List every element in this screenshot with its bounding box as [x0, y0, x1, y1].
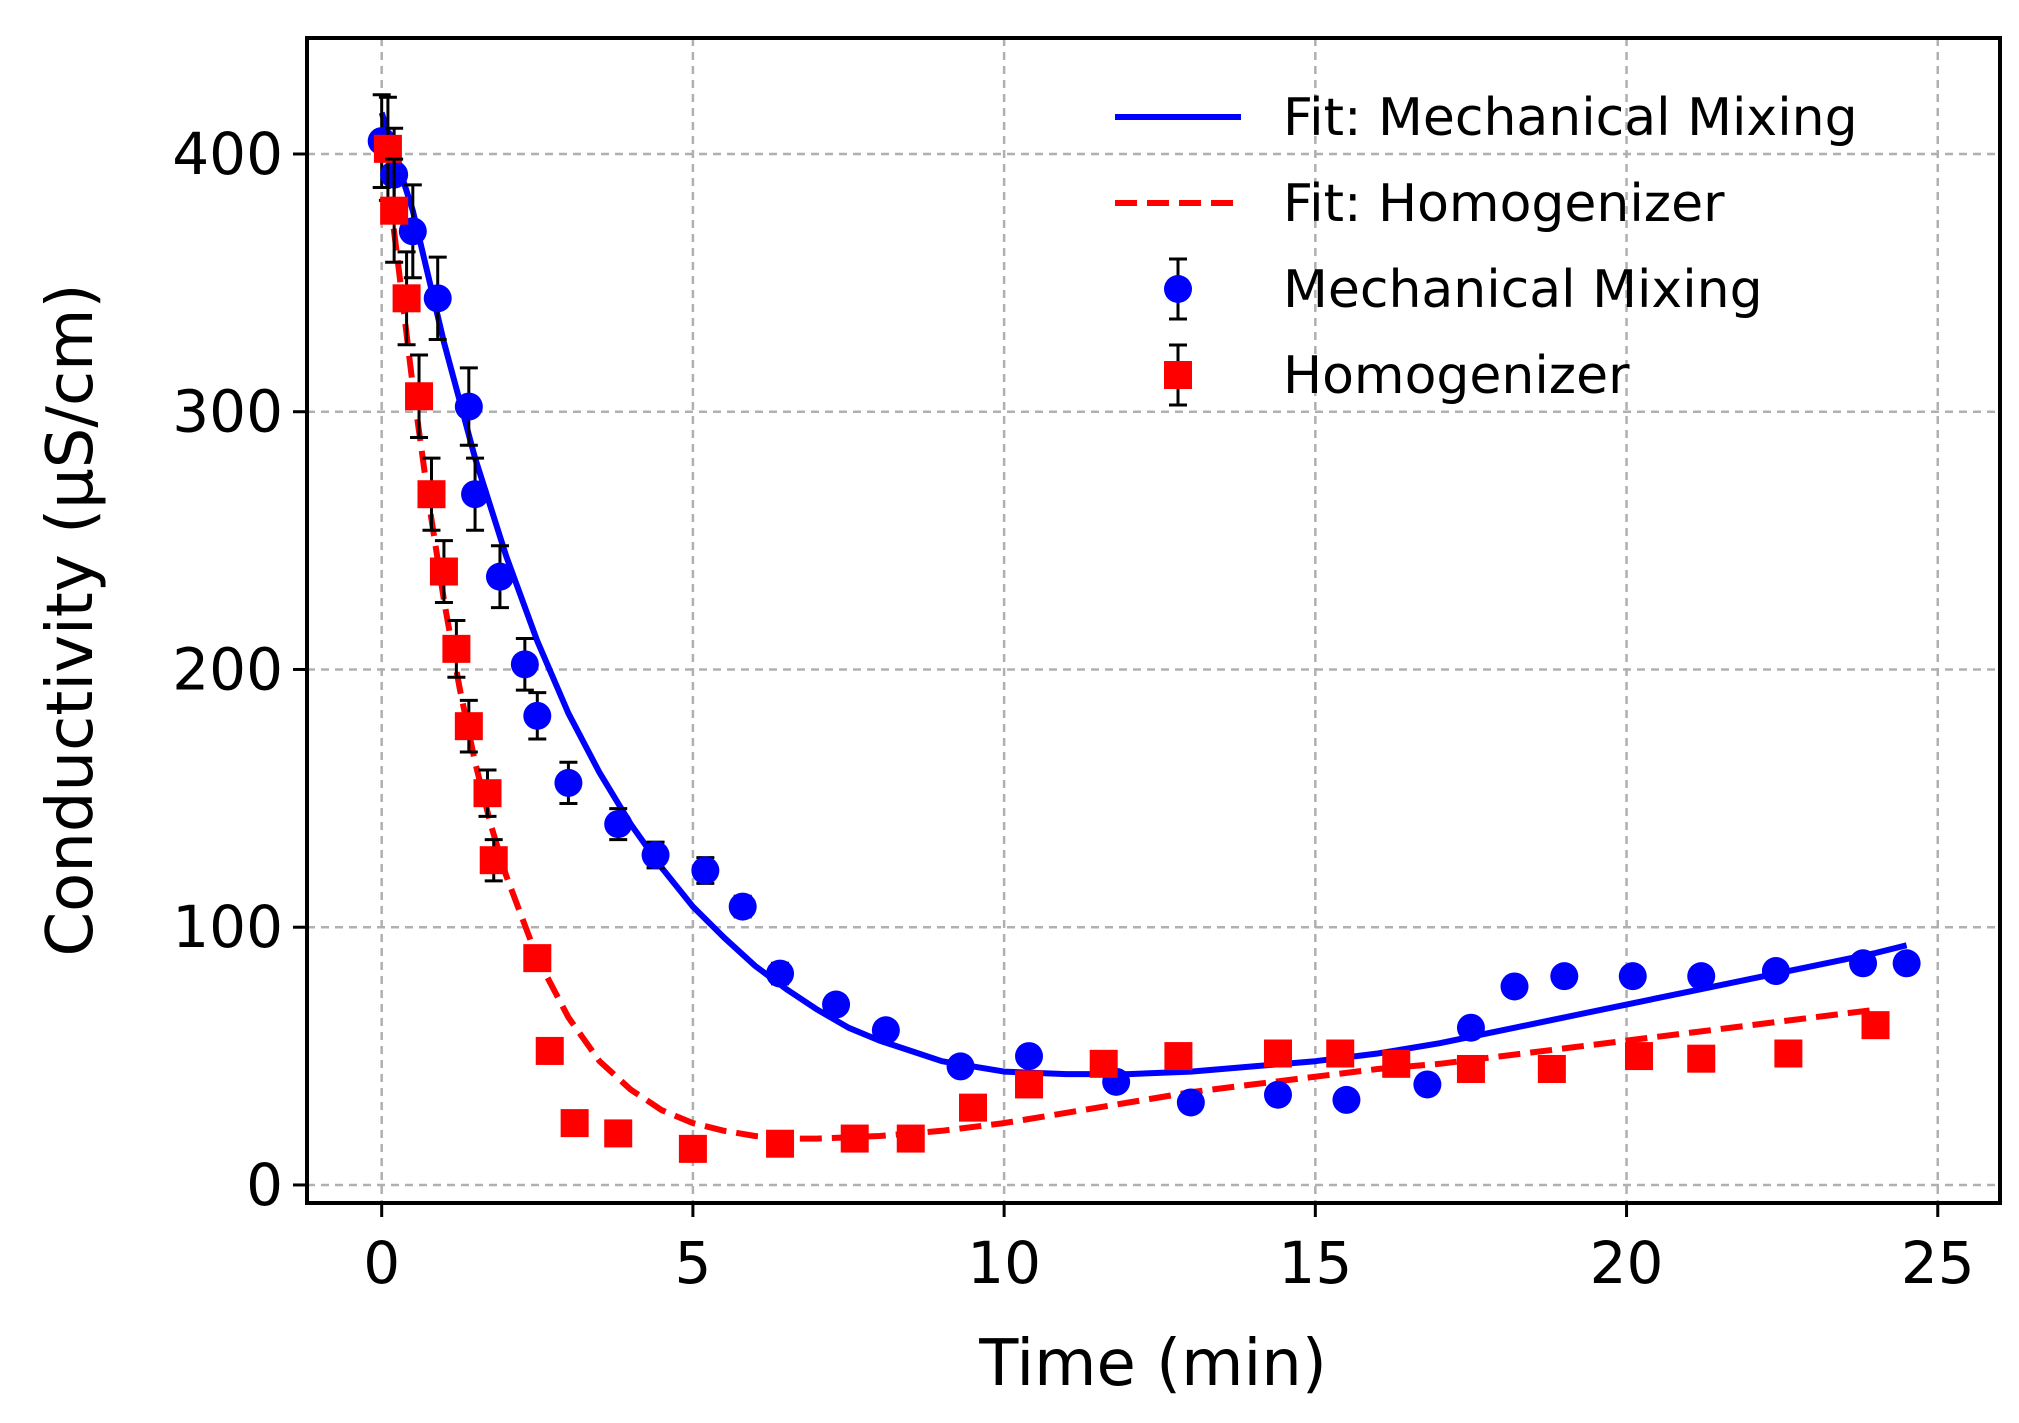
mechanical-mixing-point [871, 1016, 900, 1045]
mechanical-mixing-point [1687, 962, 1716, 991]
homogenizer-point [1456, 1054, 1485, 1083]
x-tick-label: 5 [674, 1229, 711, 1297]
mechanical-mixing-point [1332, 1085, 1361, 1114]
homogenizer-point [678, 1134, 707, 1163]
mechanical-mixing-point [946, 1052, 975, 1081]
grid [307, 38, 2000, 1203]
homogenizer-point [1326, 1039, 1355, 1068]
homogenizer-point [523, 944, 552, 973]
homogenizer-point [560, 1109, 589, 1138]
homogenizer-point [1687, 1044, 1716, 1073]
x-tick-label: 25 [1901, 1229, 1975, 1297]
legend-mechanical-mixing-marker [1164, 275, 1192, 303]
x-tick-label: 0 [363, 1229, 400, 1297]
homogenizer-point [896, 1124, 925, 1153]
homogenizer-point [1861, 1011, 1890, 1040]
mechanical-mixing-point [1849, 949, 1878, 978]
homogenizer-point [392, 284, 421, 313]
homogenizer-point [1263, 1039, 1292, 1068]
homogenizer-point [1537, 1054, 1566, 1083]
homogenizer-point [454, 712, 483, 741]
fit-line-fit-homogenizer [378, 133, 1876, 1142]
homogenizer-point [380, 196, 409, 225]
mechanical-mixing-point [423, 284, 452, 313]
y-tick-label: 0 [246, 1151, 283, 1219]
mechanical-mixing-point [523, 701, 552, 730]
y-tick-label: 200 [172, 635, 283, 703]
mechanical-mixing-point [554, 768, 583, 797]
legend-homogenizer-marker [1164, 361, 1192, 389]
mechanical-mixing-point [1500, 972, 1529, 1001]
mechanical-mixing-point [485, 562, 514, 591]
mechanical-mixing-point [1456, 1013, 1485, 1042]
homogenizer-point [1164, 1042, 1193, 1071]
homogenizer-point [766, 1129, 795, 1158]
legend-fit-mechanical-mixing-label: Fit: Mechanical Mixing [1283, 88, 1858, 148]
mechanical-mixing-point [510, 650, 539, 679]
homogenizer-point [1382, 1049, 1411, 1078]
mechanical-mixing-point [1892, 949, 1921, 978]
mechanical-mixing-point [1550, 962, 1579, 991]
homogenizer-point [1774, 1039, 1803, 1068]
x-axis-label: Time (min) [978, 1327, 1327, 1401]
mechanical-mixing-point [641, 841, 670, 870]
mechanical-mixing-point [1761, 957, 1790, 986]
y-tick-label: 300 [172, 378, 283, 446]
y-tick-label: 400 [172, 120, 283, 188]
fit-line-fit-mechanical-mixing [378, 111, 1908, 1078]
plot-frame [305, 36, 2002, 1205]
homogenizer-point [1624, 1042, 1653, 1071]
legend-mechanical-mixing-label: Mechanical Mixing [1283, 260, 1763, 320]
homogenizer-point [417, 480, 446, 509]
y-axis-label: Conductivity (μS/cm) [34, 284, 108, 957]
homogenizer-point [405, 382, 434, 411]
mechanical-mixing-point [766, 959, 795, 988]
homogenizer-point [535, 1036, 564, 1065]
homogenizer-point [840, 1124, 869, 1153]
mechanical-mixing-point [728, 892, 757, 921]
mechanical-mixing-point [1413, 1070, 1442, 1099]
legend-homogenizer-label: Homogenizer [1283, 346, 1630, 406]
legend-fit-homogenizer-label: Fit: Homogenizer [1283, 174, 1725, 234]
homogenizer-point [429, 557, 458, 586]
mechanical-mixing-point [1618, 962, 1647, 991]
mechanical-mixing-point [604, 810, 633, 839]
plot-area [367, 93, 1921, 1163]
homogenizer-point [442, 634, 471, 663]
mechanical-mixing-point [461, 480, 490, 509]
homogenizer-point [1089, 1049, 1118, 1078]
homogenizer-point [479, 846, 508, 875]
legend: Fit: Mechanical Mixing Fit: Homogenizer Me… [1115, 88, 1858, 407]
homogenizer-point [958, 1093, 987, 1122]
x-tick-label: 15 [1278, 1229, 1352, 1297]
mechanical-mixing-point [1263, 1080, 1292, 1109]
homogenizer-point [1015, 1070, 1044, 1099]
x-tick-label: 10 [967, 1229, 1041, 1297]
mechanical-mixing-point [691, 856, 720, 885]
y-tick-label: 100 [172, 893, 283, 961]
homogenizer-point [604, 1119, 633, 1148]
mechanical-mixing-point [1015, 1042, 1044, 1071]
homogenizer-point [473, 779, 502, 808]
mechanical-mixing-point [822, 990, 851, 1019]
ticks: 0 5 10 15 20 25 0 100 200 300 400 [172, 120, 1974, 1297]
x-tick-label: 20 [1590, 1229, 1664, 1297]
mechanical-mixing-point [454, 392, 483, 421]
mechanical-mixing-point [1176, 1088, 1205, 1117]
